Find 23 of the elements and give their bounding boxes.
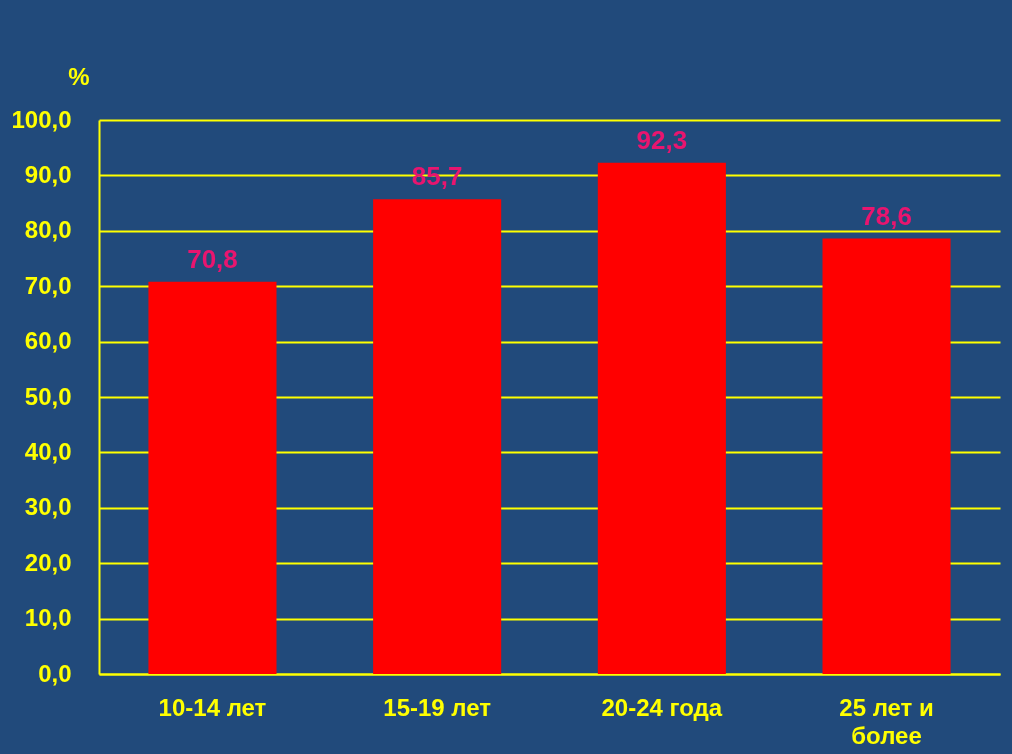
- y-tick-label: 60,0: [24, 327, 72, 355]
- y-tick-label: 10,0: [24, 604, 72, 632]
- y-tick-label: 90,0: [24, 160, 72, 188]
- y-tick-label: 70,0: [24, 271, 72, 299]
- y-tick-label: 40,0: [24, 437, 72, 465]
- data-label: 70,8: [187, 243, 238, 274]
- x-tick-label: 25 лет и более: [839, 693, 934, 749]
- y-tick-label: 30,0: [24, 493, 72, 521]
- bar: [822, 238, 951, 674]
- data-label: 78,6: [861, 200, 912, 231]
- bar: [148, 281, 277, 674]
- x-tick-label: 20-24 года: [601, 693, 723, 721]
- x-tick-label: 10-14 лет: [158, 693, 267, 721]
- y-tick-label: 20,0: [24, 548, 72, 576]
- y-tick-label: 80,0: [24, 216, 72, 244]
- x-tick-label: 15-19 лет: [383, 693, 492, 721]
- y-tick-label: 100,0: [11, 105, 72, 133]
- y-tick-label: 0,0: [38, 659, 72, 687]
- bar: [597, 162, 726, 674]
- y-tick-label: 50,0: [24, 382, 72, 410]
- y-axis-title: %: [68, 63, 90, 90]
- bar: [373, 199, 502, 674]
- data-label: 92,3: [636, 124, 688, 155]
